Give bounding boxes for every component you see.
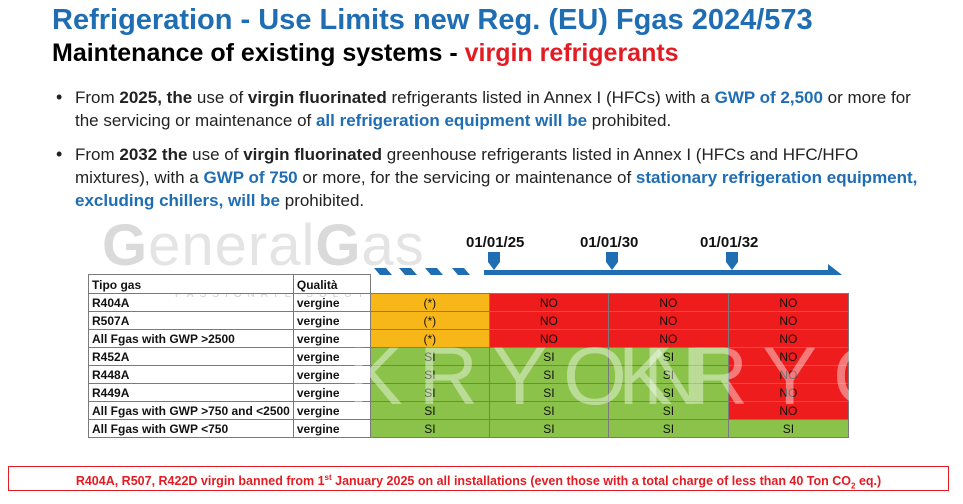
date-label-2032: 01/01/32 (700, 234, 758, 251)
table-row: R404A vergine (*) NO NO NO (89, 294, 849, 312)
status-cell: NO (728, 312, 848, 330)
gas-type-cell: All Fgas with GWP >750 and <2500 (89, 402, 294, 420)
gas-type-cell: R452A (89, 348, 294, 366)
gas-type-cell: R404A (89, 294, 294, 312)
quality-cell: vergine (293, 312, 370, 330)
date-pin-2025 (488, 252, 500, 270)
gas-type-cell: R507A (89, 312, 294, 330)
table-row: R507A vergine (*) NO NO NO (89, 312, 849, 330)
table-header-row: Tipo gas Qualità (89, 275, 849, 294)
date-label-2030: 01/01/30 (580, 234, 638, 251)
footer-notice: R404A, R507, R422D virgin banned from 1s… (8, 466, 949, 491)
status-cell: NO (489, 312, 608, 330)
watermark-kryon: KRYON (618, 330, 963, 424)
date-pin-2030 (606, 252, 618, 270)
date-pin-2032 (726, 252, 738, 270)
date-label-2025: 01/01/25 (466, 234, 524, 251)
status-cell: NO (489, 294, 608, 312)
header-quality: Qualità (293, 275, 370, 294)
status-cell: (*) (370, 294, 489, 312)
status-cell: NO (608, 312, 728, 330)
status-cell: (*) (370, 312, 489, 330)
gas-type-cell: All Fgas with GWP <750 (89, 420, 294, 438)
quality-cell: vergine (293, 294, 370, 312)
status-cell: NO (608, 294, 728, 312)
status-cell: NO (728, 294, 848, 312)
gas-type-cell: All Fgas with GWP >2500 (89, 330, 294, 348)
gas-type-cell: R449A (89, 384, 294, 402)
header-gas-type: Tipo gas (89, 275, 294, 294)
gas-type-cell: R448A (89, 366, 294, 384)
